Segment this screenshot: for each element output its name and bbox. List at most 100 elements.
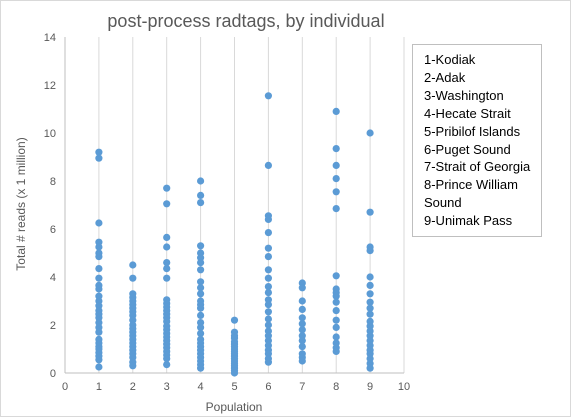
data-point: [264, 92, 272, 100]
data-point: [332, 161, 340, 169]
data-point: [366, 247, 374, 255]
data-point: [332, 175, 340, 183]
data-point: [332, 188, 340, 196]
x-tick-label: 4: [198, 381, 204, 393]
data-point: [366, 310, 374, 318]
legend-entry-4: 4-Hecate Strait: [424, 105, 511, 121]
data-point: [95, 253, 103, 261]
data-point: [298, 314, 306, 322]
data-point: [95, 274, 103, 282]
data-point: [366, 281, 374, 289]
x-tick-label: 5: [231, 381, 237, 393]
data-point: [197, 242, 205, 250]
data-point: [366, 208, 374, 216]
data-point: [332, 145, 340, 153]
data-point: [163, 355, 171, 363]
data-point: [264, 253, 272, 261]
data-point: [332, 107, 340, 115]
data-point: [298, 357, 306, 365]
data-point: [95, 243, 103, 251]
x-tick-label: 9: [367, 381, 373, 393]
data-point: [332, 333, 340, 341]
data-point: [298, 320, 306, 328]
data-point: [298, 305, 306, 313]
data-point: [264, 161, 272, 169]
data-point: [95, 285, 103, 293]
data-point: [197, 329, 205, 337]
data-point: [298, 326, 306, 334]
legend-entry-6: 6-Puget Sound: [424, 141, 511, 157]
data-point: [163, 200, 171, 208]
data-point: [366, 273, 374, 281]
data-point: [230, 316, 239, 324]
data-point: [95, 148, 103, 156]
data-point: [197, 266, 205, 274]
data-point: [264, 301, 272, 309]
data-point: [163, 243, 171, 251]
data-point: [332, 292, 340, 300]
legend-entry-9: 9-Unimak Pass: [424, 213, 513, 229]
legend-entry-8: 8-Prince William Sound: [424, 177, 518, 211]
x-axis-title: Population: [206, 400, 263, 414]
data-point: [197, 284, 205, 292]
data-point: [197, 259, 205, 267]
data-point: [264, 308, 272, 316]
data-point: [197, 304, 205, 312]
y-tick-label: 6: [50, 224, 56, 236]
x-tick-label: 6: [265, 381, 271, 393]
data-point: [197, 290, 205, 298]
data-point: [332, 298, 340, 306]
data-point: [95, 328, 103, 336]
data-point: [230, 369, 239, 377]
data-point: [264, 321, 272, 329]
legend: 1-Kodiak 2-Adak 3-Washington 4-Hecate St…: [412, 44, 542, 237]
x-tick-label: 7: [299, 381, 305, 393]
data-point: [332, 205, 340, 213]
data-point: [95, 356, 103, 364]
x-tick-label: 3: [164, 381, 170, 393]
data-point: [163, 265, 171, 273]
data-point: [264, 283, 272, 291]
data-point: [197, 191, 205, 199]
y-tick-label: 2: [50, 320, 56, 332]
x-tick-label: 8: [333, 381, 339, 393]
data-point: [264, 358, 272, 366]
data-point: [197, 278, 205, 286]
data-point: [163, 274, 171, 282]
data-point: [129, 362, 137, 370]
data-point: [332, 347, 340, 355]
data-point: [366, 304, 374, 312]
data-point: [95, 265, 103, 273]
data-point: [163, 259, 171, 267]
data-point: [197, 323, 205, 331]
data-point: [264, 315, 272, 323]
data-point: [366, 290, 374, 298]
data-point: [95, 219, 103, 227]
y-axis-title: Total # reads (x 1 million): [14, 137, 28, 270]
data-point: [332, 323, 340, 331]
data-point: [95, 154, 103, 162]
data-point: [298, 297, 306, 305]
data-point: [264, 215, 272, 223]
y-tick-label: 8: [50, 176, 56, 188]
chart-title: post-process radtags, by individual: [107, 11, 384, 31]
data-point: [163, 361, 171, 369]
data-point: [264, 289, 272, 297]
y-tick-label: 0: [50, 368, 56, 380]
data-point: [264, 266, 272, 274]
data-point: [298, 343, 306, 351]
data-point: [129, 274, 137, 282]
data-point: [366, 364, 374, 372]
data-point: [197, 199, 205, 207]
data-point: [129, 261, 137, 269]
legend-entry-2: 2-Adak: [424, 69, 466, 85]
gridlines: [98, 37, 405, 373]
data-point: [264, 244, 272, 252]
data-point: [366, 298, 374, 306]
data-point: [95, 363, 103, 371]
y-tick-label: 12: [44, 80, 56, 92]
data-points: [95, 92, 374, 377]
data-point: [332, 307, 340, 315]
